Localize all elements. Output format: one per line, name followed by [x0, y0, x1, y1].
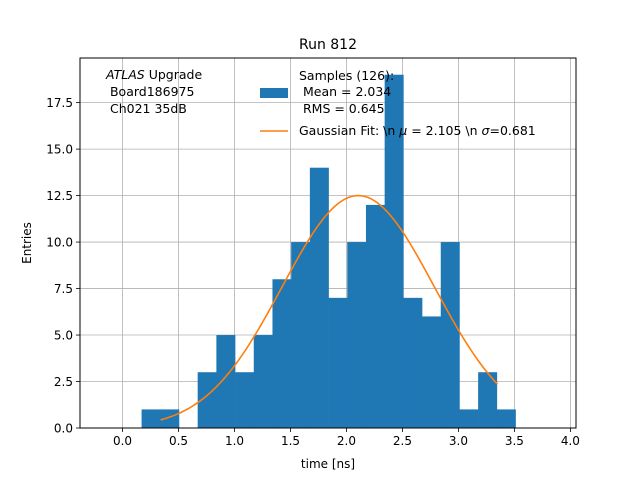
histogram-bar	[309, 167, 329, 428]
histogram-bar	[291, 242, 311, 428]
x-tick-label: 2.0	[337, 434, 356, 448]
annotation-atlas: ATLAS	[105, 67, 145, 82]
x-tick-label: 3.5	[505, 434, 524, 448]
histogram-bar	[496, 409, 516, 428]
x-tick-label: 1.5	[281, 434, 300, 448]
histogram-bar	[459, 409, 479, 428]
legend-histogram-line-2: Mean = 2.034	[299, 84, 391, 99]
histogram-bars	[141, 74, 516, 428]
x-tick-label: 4.0	[561, 434, 580, 448]
gaussian-fit-line	[160, 194, 499, 421]
y-axis-label: Entries	[20, 222, 34, 264]
y-tick-label: 10.0	[46, 236, 73, 250]
legend-histogram-line-3: RMS = 0.645	[299, 101, 385, 116]
y-tick-label: 0.0	[54, 422, 73, 436]
y-tick-label: 2.5	[54, 375, 73, 389]
histogram-bar	[384, 74, 404, 428]
y-tick-label: 15.0	[46, 143, 73, 157]
legend-histogram-line-1: Samples (126):	[299, 68, 394, 83]
x-tick-label: 2.5	[393, 434, 412, 448]
histogram-bar	[160, 409, 180, 428]
legend-fit-sigma-value: =0.681	[489, 123, 535, 138]
plot-frame	[79, 57, 577, 429]
y-tick-label: 17.5	[46, 96, 73, 110]
annotation-line-1: ATLAS Upgrade	[105, 67, 202, 82]
legend: Samples (126): Mean = 2.034 RMS = 0.645 …	[260, 68, 536, 138]
x-axis-label: time [ns]	[301, 457, 355, 471]
histogram-bar	[478, 372, 498, 428]
x-tick-label: 1.0	[225, 434, 244, 448]
gaussian-fit-curve	[160, 194, 499, 421]
annotation-line-3: Ch021 35dB	[106, 101, 187, 116]
chart-title: Run 812	[299, 37, 357, 53]
legend-histogram-swatch	[260, 88, 288, 98]
histogram-bar	[235, 372, 255, 428]
atlas-annotation: ATLAS Upgrade Board186975 Ch021 35dB	[105, 67, 202, 116]
x-tick-label: 3.0	[449, 434, 468, 448]
histogram-bar	[216, 335, 236, 428]
histogram-bar	[197, 372, 217, 428]
y-axis-ticks: 0.0 2.5 5.0 7.5 10.0 12.5 15.0 17.5	[46, 96, 80, 436]
x-tick-label: 0.5	[169, 434, 188, 448]
annotation-upgrade: Upgrade	[145, 67, 203, 82]
histogram-bar	[403, 297, 423, 428]
y-tick-label: 5.0	[54, 329, 73, 343]
histogram-bar	[272, 279, 292, 428]
legend-fit-label: Gaussian Fit: \n μ = 2.105 \n σ=0.681	[299, 123, 536, 138]
legend-fit-mu-symbol: μ	[398, 123, 407, 138]
x-tick-label: 0.0	[113, 434, 132, 448]
legend-fit-sigma-symbol: σ	[482, 123, 491, 138]
histogram-bar	[365, 204, 385, 428]
histogram-bar	[422, 316, 442, 428]
annotation-line-2: Board186975	[106, 84, 194, 99]
histogram-bar	[440, 242, 460, 428]
histogram-bar	[141, 409, 161, 428]
histogram-bar	[253, 335, 273, 428]
x-axis-ticks: 0.0 0.5 1.0 1.5 2.0 2.5 3.0 3.5 4.0	[113, 428, 580, 448]
y-tick-label: 12.5	[46, 189, 73, 203]
histogram-bar	[347, 242, 367, 428]
y-tick-label: 7.5	[54, 282, 73, 296]
legend-fit-prefix: Gaussian Fit: \n	[299, 123, 399, 138]
histogram-bar	[328, 297, 348, 428]
legend-fit-mu-value: = 2.105 \n	[407, 123, 481, 138]
